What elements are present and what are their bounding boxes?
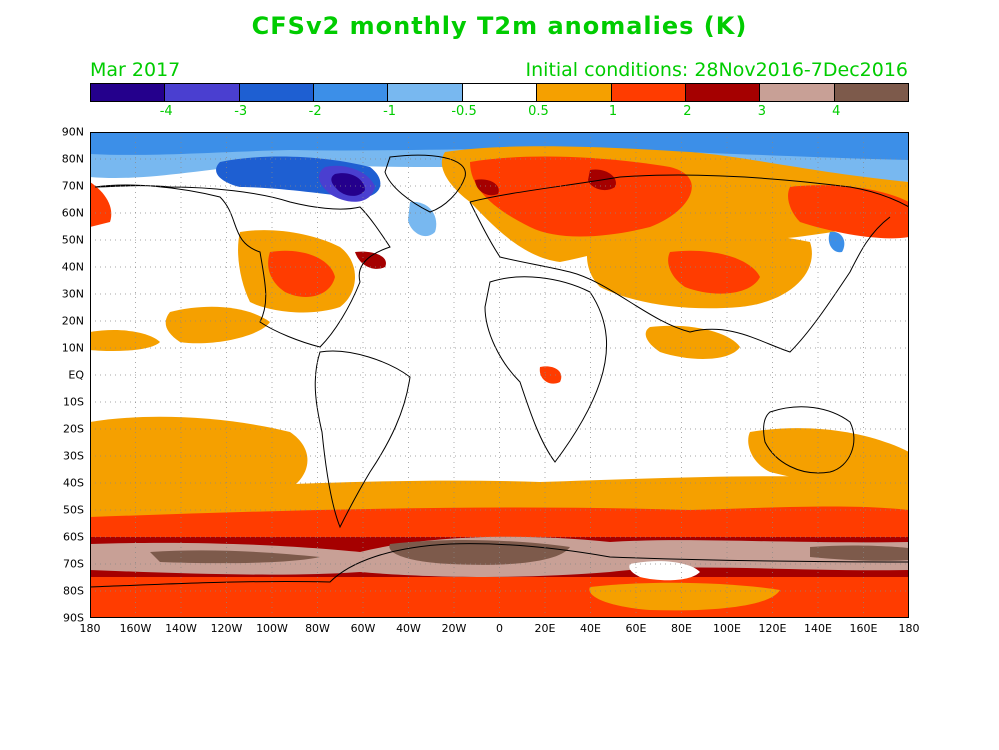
north-atlantic-cold [408, 201, 437, 237]
indian-ocean-warm [645, 325, 740, 359]
east-antarctica-white [629, 561, 700, 581]
colorbar-label: -0.5 [451, 104, 477, 119]
greenland-coast [384, 154, 466, 213]
colorbar-label: -3 [234, 104, 248, 119]
atlantic-warm-core [355, 251, 386, 269]
lat-label: 10S [63, 395, 84, 409]
colorbar-label: 1 [608, 104, 618, 119]
central-pacific-warm [90, 330, 160, 352]
south-pacific-warm [90, 416, 308, 500]
lat-label: 90S [63, 611, 84, 625]
colorbar-label: -4 [159, 104, 173, 119]
lon-label: 20E [534, 622, 556, 635]
baffin-cold-deep [331, 173, 365, 196]
colorbar [90, 83, 909, 102]
lon-label: 180 [79, 622, 101, 635]
africa-coast [484, 276, 608, 463]
lat-label: 60S [63, 530, 84, 544]
lon-label: 40E [580, 622, 601, 635]
siberia-warm-red [470, 156, 692, 237]
tibet-warm [668, 250, 760, 294]
lat-lon-grid [90, 132, 909, 618]
east-antarctica-orange [589, 582, 780, 611]
coastlines [90, 154, 909, 588]
colorbar-swatch [537, 84, 612, 101]
colorbar-swatch [834, 84, 908, 101]
colorbar-swatch [91, 84, 166, 101]
australia-warm [748, 428, 909, 489]
south-america-coast [314, 350, 411, 529]
lon-label: 80E [671, 622, 692, 635]
lat-label: EQ [68, 368, 84, 382]
lat-label: 70N [61, 179, 84, 193]
lon-label: 140E [804, 622, 832, 635]
colorbar-label: 4 [832, 104, 841, 119]
colorbar-swatch [685, 84, 761, 101]
norway-warm-core [475, 179, 499, 196]
colorbar-swatch [462, 84, 538, 101]
lat-label: 50N [61, 233, 84, 247]
lon-label: 60W [350, 622, 376, 635]
map-frame [90, 132, 909, 618]
lat-label: 80N [61, 152, 84, 166]
east-siberia-warm [788, 185, 909, 239]
colorbar-swatch [239, 84, 315, 101]
lon-label: 60E [625, 622, 647, 635]
lon-label: 140W [165, 622, 197, 635]
lon-label: 0 [496, 622, 503, 635]
colorbar-label: 0.5 [528, 104, 549, 119]
lat-label: 40S [63, 476, 84, 490]
colorbar-label: -1 [383, 104, 397, 119]
lon-label: 80W [305, 622, 330, 635]
japan-cold [828, 231, 845, 253]
lat-label: 20S [63, 422, 84, 436]
lon-label: 120E [758, 622, 787, 635]
colorbar-label: 2 [683, 104, 692, 119]
colorbar-swatch [760, 84, 835, 101]
lat-label: 70S [63, 557, 84, 571]
initial-conditions: Initial conditions: 28Nov2016-7Dec2016 [525, 59, 908, 81]
lat-label: 30N [61, 287, 84, 301]
antarctica-brown [150, 540, 909, 565]
eurasia-coast [469, 174, 909, 353]
lat-label: 10N [61, 341, 84, 355]
alaska-warm [90, 182, 112, 227]
arctic-band-blue [90, 132, 909, 160]
antarctica-coast [90, 543, 909, 588]
valid-month: Mar 2017 [90, 59, 181, 81]
colorbar-swatch [165, 84, 240, 101]
colorbar-swatch [388, 84, 463, 101]
lon-label: 100E [713, 622, 741, 635]
lon-label: 160W [119, 622, 152, 635]
anomaly-map [90, 132, 909, 618]
lon-label: 100W [256, 622, 288, 635]
lon-label: 20W [441, 622, 467, 635]
lat-label: 50S [63, 503, 84, 517]
lat-label: 80S [63, 584, 84, 598]
anomaly-layer [90, 132, 909, 618]
lon-label: 160E [849, 622, 878, 635]
australia-coast [763, 406, 855, 474]
lat-label: 40N [61, 260, 84, 274]
lat-label: 20N [61, 314, 84, 328]
eastern-us-warm [268, 250, 335, 297]
colorbar-label: 3 [757, 104, 766, 119]
north-america-coast [94, 184, 391, 348]
colorbar-label: -2 [308, 104, 322, 119]
lon-label: 40W [396, 622, 421, 635]
lat-label: 60N [61, 206, 84, 220]
lon-label: 180 [898, 622, 920, 635]
lat-label: 30S [63, 449, 84, 463]
east-pacific-warm [165, 306, 270, 344]
chart-title: CFSv2 monthly T2m anomalies (K) [251, 12, 748, 40]
lat-label: 90N [61, 125, 84, 139]
colorbar-swatch [611, 84, 686, 101]
lon-label: 120W [210, 622, 243, 635]
colorbar-swatch [314, 84, 389, 101]
